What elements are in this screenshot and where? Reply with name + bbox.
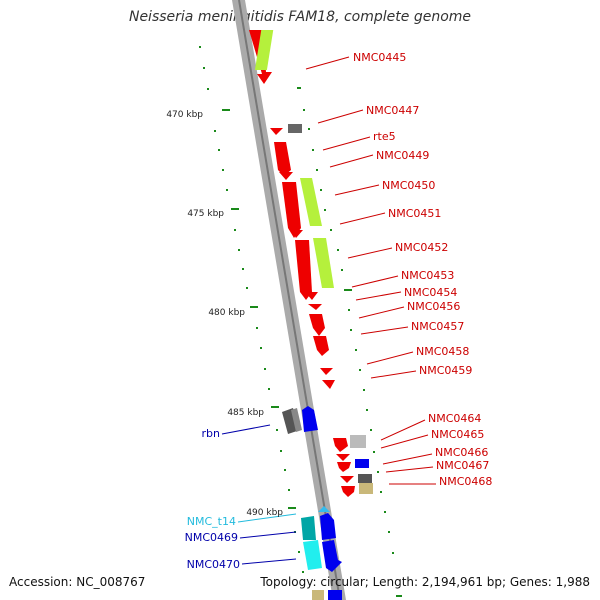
scale-label: 475 kbp: [187, 209, 224, 219]
gene-NMC0447[interactable]: [270, 128, 283, 135]
gene-label[interactable]: NMC0450: [382, 179, 435, 192]
gene-label[interactable]: NMC0453: [401, 269, 454, 282]
gene-NMC0459-b[interactable]: [322, 380, 335, 389]
gene-rte5[interactable]: [274, 142, 291, 176]
gene-NMC0456[interactable]: [308, 304, 322, 310]
teal-feature-1: [301, 516, 316, 540]
gene-NMC0457[interactable]: [309, 314, 325, 336]
gene-label[interactable]: NMC0467: [436, 459, 489, 472]
gene-label[interactable]: rte5: [373, 130, 396, 143]
gene-label[interactable]: rbn: [202, 427, 221, 440]
tan-feature-2: [312, 590, 324, 600]
blue-feature-2: [328, 590, 342, 600]
gene-NMC0468[interactable]: [341, 486, 355, 497]
gene-labels-left: rbn NMC_t14 NMC0469 NMC0470: [185, 427, 240, 571]
gene-NMC0466[interactable]: [337, 462, 351, 472]
accession-text: Accession: NC_008767: [9, 575, 146, 589]
gene-label[interactable]: NMC_t14: [187, 515, 236, 528]
gene-label[interactable]: NMC0459: [419, 364, 472, 377]
gray-feature-2: [350, 435, 366, 448]
gene-NMC0469[interactable]: [320, 513, 336, 540]
gray-feature-3: [358, 474, 372, 483]
gene-label[interactable]: NMC0452: [395, 241, 448, 254]
blue-feature-1: [355, 459, 369, 468]
gene-label[interactable]: NMC0449: [376, 149, 429, 162]
scale-track-right: [297, 87, 402, 597]
gene-features: [249, 30, 373, 600]
backbone: [232, 0, 346, 600]
cyan-feature-1: [303, 540, 322, 570]
gene-label[interactable]: NMC0447: [366, 104, 419, 117]
gray-feature-1: [288, 124, 302, 133]
rna-NMC_t14[interactable]: [318, 506, 330, 512]
genome-summary-text: Topology: circular; Length: 2,194,961 bp…: [260, 575, 590, 589]
gene-NMC0450[interactable]: [282, 182, 301, 238]
tan-feature-1: [359, 483, 373, 494]
gene-label[interactable]: NMC0466: [435, 446, 488, 459]
gene-NMC0467[interactable]: [340, 476, 354, 483]
genome-title: Neisseria meningitidis FAM18, complete g…: [128, 9, 472, 25]
gene-NMC0454[interactable]: [305, 292, 318, 300]
callout-lines-right: [305, 56, 436, 485]
scale-track-left: [199, 46, 304, 573]
scale-label: 490 kbp: [246, 508, 283, 518]
gene-label[interactable]: NMC0454: [404, 286, 457, 299]
gene-label[interactable]: NMC0458: [416, 345, 469, 358]
gene-label[interactable]: NMC0445: [353, 51, 406, 64]
scale-label: 470 kbp: [166, 110, 203, 120]
gene-NMC0451[interactable]: [291, 230, 303, 238]
lime-feature-3: [313, 238, 334, 288]
gene-NMC0464[interactable]: [333, 438, 348, 452]
gene-label[interactable]: NMC0464: [428, 412, 481, 425]
gene-NMC0452[interactable]: [295, 240, 312, 300]
gene-labels-right: NMC0445 NMC0447 rte5 NMC0449 NMC0450 NMC…: [353, 51, 492, 488]
gene-label[interactable]: NMC0457: [411, 320, 464, 333]
gene-NMC0465[interactable]: [336, 454, 350, 461]
gene-rbn[interactable]: [302, 406, 318, 432]
gray-feature-rbn-b: [291, 408, 302, 432]
lime-feature-1: [254, 30, 274, 70]
scale-labels: 470 kbp 475 kbp 480 kbp 485 kbp 490 kbp: [166, 110, 283, 518]
gene-NMC0458[interactable]: [313, 336, 329, 356]
scale-label: 480 kbp: [208, 308, 245, 318]
gene-NMC0459-a[interactable]: [320, 368, 333, 375]
gene-label[interactable]: NMC0469: [185, 531, 238, 544]
callout-lines-left: [221, 424, 297, 565]
gene-NMC0470[interactable]: [322, 540, 342, 572]
gene-label[interactable]: NMC0465: [431, 428, 484, 441]
gene-label[interactable]: NMC0470: [187, 558, 240, 571]
gene-label[interactable]: NMC0456: [407, 300, 460, 313]
gene-NMC0449[interactable]: [279, 172, 293, 180]
gene-label[interactable]: NMC0468: [439, 475, 492, 488]
gene-label[interactable]: NMC0451: [388, 207, 441, 220]
scale-label: 485 kbp: [227, 408, 264, 418]
lime-feature-2: [300, 178, 322, 226]
